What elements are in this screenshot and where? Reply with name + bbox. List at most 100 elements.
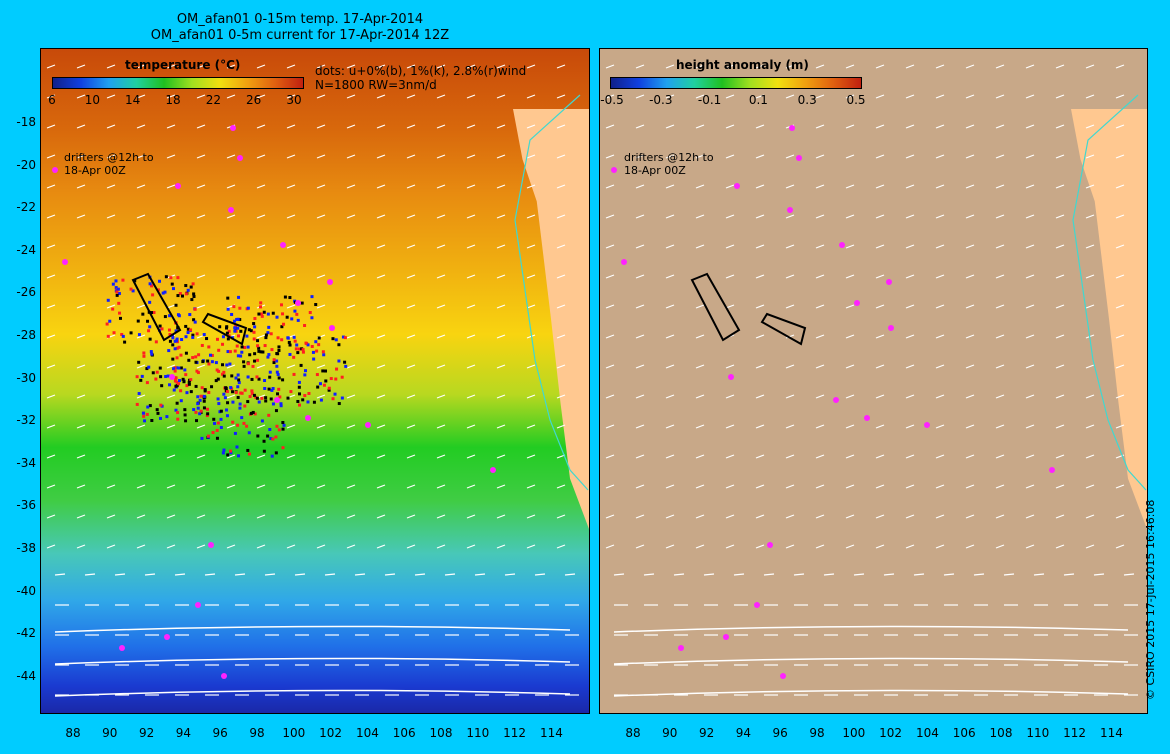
drifter-dot <box>236 373 240 377</box>
height-colorbar-tick: 0.5 <box>846 93 866 107</box>
drifter-dot <box>198 412 202 416</box>
current-arrow <box>376 454 386 459</box>
current-arrow <box>286 154 296 159</box>
drifter-dot <box>228 350 232 354</box>
drifter-dot <box>267 353 271 357</box>
drifter-dot <box>301 348 305 352</box>
drifter-dot <box>306 343 310 347</box>
drifter-dot <box>226 401 230 405</box>
drifter-dot <box>185 384 189 388</box>
current-arrow <box>496 394 506 399</box>
current-arrow <box>995 124 1005 129</box>
current-arrow <box>1115 514 1125 519</box>
drifter-marker <box>767 542 773 548</box>
drifter-dot <box>231 390 235 394</box>
drifter-marker <box>864 415 870 421</box>
drifter-dot <box>215 436 219 440</box>
drifter-dot <box>297 347 301 351</box>
current-arrow <box>635 124 645 129</box>
temperature-colorbar-tick: 18 <box>165 93 181 107</box>
current-arrow <box>436 154 446 159</box>
drifter-dot <box>246 448 250 452</box>
longitude-tick-label: 104 <box>915 726 939 740</box>
current-arrow <box>196 64 206 69</box>
drifter-dot <box>187 358 191 362</box>
drifter-dot <box>229 451 233 455</box>
drifter-dot <box>160 327 164 331</box>
current-arrow <box>136 184 146 189</box>
current-arrow <box>136 244 146 249</box>
current-arrow <box>605 154 615 159</box>
drifter-dot <box>281 427 285 431</box>
drifter-dot <box>263 386 267 390</box>
drifter-dot <box>151 371 155 375</box>
current-arrow <box>785 454 795 459</box>
current-arrow <box>144 573 156 576</box>
current-arrow <box>605 544 615 549</box>
current-arrow <box>166 364 176 369</box>
drifter-dot <box>264 399 268 403</box>
current-arrow <box>1115 544 1125 549</box>
current-arrow <box>635 394 645 399</box>
drifter-dot <box>142 354 146 358</box>
current-arrow <box>106 484 116 489</box>
current-arrow <box>965 154 975 159</box>
drifter-dot <box>148 337 152 341</box>
current-arrow <box>286 94 296 99</box>
current-arrow <box>1085 484 1095 489</box>
current-arrow <box>695 64 705 69</box>
drifter-dot <box>292 335 296 339</box>
current-streamline <box>54 689 571 697</box>
current-arrow <box>496 364 506 369</box>
drifter-dot <box>301 398 305 402</box>
current-arrow <box>226 424 236 429</box>
height-colorbar-title: height anomaly (m) <box>676 58 809 72</box>
drifter-dot <box>198 398 202 402</box>
current-arrow <box>564 573 576 576</box>
drifter-dot <box>293 309 297 313</box>
current-arrow <box>226 544 236 549</box>
drifter-dot <box>192 292 196 296</box>
current-arrow <box>935 244 945 249</box>
current-arrow <box>76 484 86 489</box>
drifter-dot <box>149 350 153 354</box>
current-streamline <box>54 657 571 665</box>
current-arrow <box>196 94 206 99</box>
drifter-dot <box>154 377 158 381</box>
current-arrow <box>346 244 356 249</box>
drifter-dot <box>310 316 314 320</box>
current-arrow <box>605 454 615 459</box>
current-arrow <box>1025 94 1035 99</box>
current-arrow <box>965 454 975 459</box>
drifter-dot <box>176 276 180 280</box>
current-arrow <box>755 424 765 429</box>
drifter-dot <box>288 296 292 300</box>
current-arrow <box>376 64 386 69</box>
current-arrow <box>785 424 795 429</box>
current-arrow <box>46 214 56 219</box>
drifter-marker <box>175 183 181 189</box>
drifter-dot <box>340 375 344 379</box>
current-arrow <box>196 304 206 309</box>
current-arrow <box>785 484 795 489</box>
current-arrow <box>785 514 795 519</box>
drifter-dot <box>174 339 178 343</box>
drifter-dot <box>304 369 308 373</box>
current-arrow <box>845 124 855 129</box>
drifter-dot <box>116 287 120 291</box>
current-arrow <box>725 454 735 459</box>
drifter-dot <box>189 285 193 289</box>
drifter-dot <box>193 307 197 311</box>
drifter-dot <box>175 366 179 370</box>
drifter-dot <box>225 414 229 418</box>
current-arrow <box>226 154 236 159</box>
current-arrow <box>526 124 536 129</box>
current-arrow <box>1055 94 1065 99</box>
drifter-marker <box>221 673 227 679</box>
drifter-dot <box>168 339 172 343</box>
current-arrow <box>665 64 675 69</box>
current-arrow <box>526 334 536 339</box>
current-arrow <box>316 94 326 99</box>
drifter-dot <box>233 329 237 333</box>
current-arrow <box>763 573 775 576</box>
